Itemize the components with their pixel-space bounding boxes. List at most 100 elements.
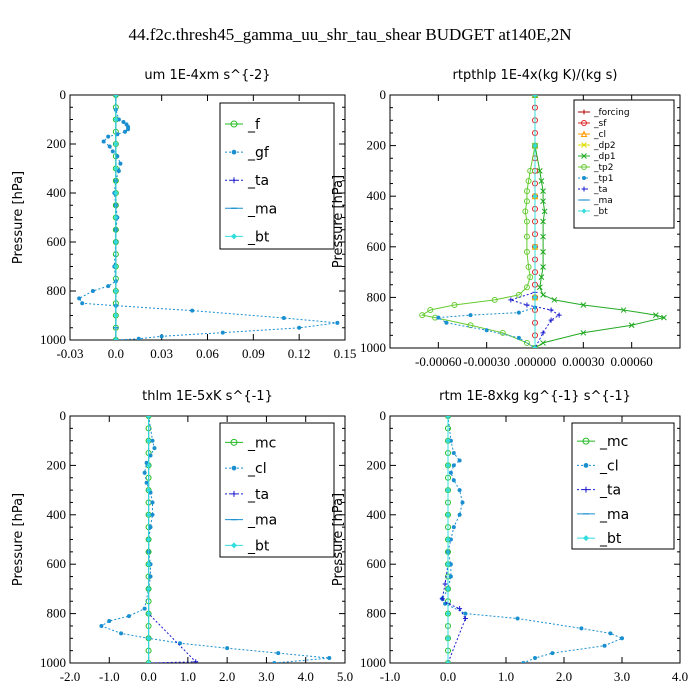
y-tick-label: 800 [367, 606, 387, 621]
data-point [123, 129, 127, 134]
data-point [451, 463, 456, 468]
legend-box [573, 99, 675, 229]
data-point [146, 611, 152, 617]
data-point [536, 168, 543, 174]
data-point [142, 470, 147, 475]
data-point [113, 337, 119, 340]
data-point [150, 500, 155, 505]
legend-marker [580, 130, 588, 137]
data-point [462, 616, 468, 622]
data-point [281, 315, 286, 320]
data-point [146, 537, 152, 542]
data-point [113, 313, 119, 318]
data-point [620, 307, 627, 313]
legend-label: _dp1 [593, 152, 616, 162]
x-tick-label: -1.0 [380, 669, 401, 684]
data-point [523, 198, 530, 205]
data-point [193, 659, 199, 663]
data-point [126, 614, 131, 619]
data-point [532, 193, 538, 199]
legend-marker [231, 490, 237, 497]
data-point [608, 631, 613, 636]
legend-marker [231, 149, 237, 155]
data-point [445, 487, 451, 493]
legend-label: _ta [599, 483, 621, 499]
x-tick-label: 1.0 [180, 669, 196, 684]
data-point [652, 312, 659, 318]
data-point [499, 329, 506, 336]
data-point [101, 139, 106, 144]
legend-label: _bt [593, 207, 608, 217]
y-tick-label: 1000 [360, 340, 386, 355]
legend-marker [581, 109, 587, 115]
x-tick-label: -0.00060 [415, 354, 462, 369]
legend-marker [230, 438, 238, 446]
x-tick-label: -1.0 [99, 669, 120, 684]
data-point [516, 335, 521, 340]
legend-label: _tp1 [593, 174, 613, 184]
data-point [436, 315, 441, 320]
data-point [532, 95, 538, 98]
data-point [113, 166, 119, 171]
y-tick-label: 0 [60, 87, 67, 102]
data-point [121, 119, 126, 124]
data-point [527, 274, 534, 281]
data-point [297, 325, 302, 330]
legend-label: _ta [593, 185, 608, 195]
x-tick-label: 2.0 [219, 669, 235, 684]
y-axis-label: Pressure [hPa] [331, 175, 346, 268]
data-point [548, 307, 554, 313]
data-point [77, 296, 82, 301]
x-tick-label: 0.15 [334, 346, 357, 361]
panel-rtpthlp: rtpthlp 1E-4x(kg K)/(kg s) Pressure [hPa]… [331, 68, 681, 369]
legend-label: _cl [593, 130, 606, 140]
x-tick-label: 0.00060 [611, 354, 653, 369]
data-point [146, 416, 152, 419]
data-point [146, 561, 152, 567]
data-point [523, 188, 530, 195]
legend-marker [231, 465, 237, 471]
x-tick-label: 3.0 [258, 669, 274, 684]
data-point [335, 320, 340, 325]
legend-label: _mc [247, 435, 276, 451]
data-point [80, 301, 85, 306]
legend-label: _bt [247, 229, 270, 245]
y-tick-label: 1000 [40, 655, 66, 670]
data-point [146, 660, 152, 663]
y-tick-label: 200 [367, 138, 387, 153]
legend-label: _ta [247, 173, 269, 189]
data-point [113, 190, 119, 196]
legend-label: _ma [599, 507, 629, 523]
data-point [146, 512, 152, 518]
legend-label: _ma [247, 513, 277, 529]
data-point [144, 480, 149, 485]
y-tick-label: 0 [380, 408, 387, 423]
data-point [445, 561, 451, 567]
y-axis-label: Pressure [hPa] [331, 493, 346, 586]
data-point [115, 132, 120, 137]
data-point [580, 302, 587, 308]
data-point [445, 635, 451, 641]
panel-title: um 1E-4xm s^{-2} [144, 68, 270, 83]
x-tick-label: 0.06 [196, 346, 219, 361]
x-tick-label: 0.0 [440, 669, 456, 684]
legend-label: _bt [247, 538, 270, 554]
data-point [107, 144, 112, 149]
data-point [448, 562, 453, 567]
data-point [225, 646, 230, 651]
legend-label: _forcing [593, 108, 630, 118]
y-axis-label: Pressure [hPa] [11, 493, 26, 586]
data-point [113, 95, 119, 98]
data-point [460, 500, 465, 505]
data-point [541, 208, 548, 215]
data-point [327, 656, 332, 661]
data-point [118, 161, 123, 166]
data-point [540, 292, 546, 298]
legend-label: _cl [599, 458, 619, 474]
y-tick-label: 200 [47, 457, 67, 472]
y-tick-label: 600 [367, 556, 387, 571]
panel-rtm: rtm 1E-8xkg kg^{-1} s^{-1} Pressure [hPa]… [331, 389, 688, 684]
data-point [146, 487, 152, 493]
data-point [444, 320, 449, 325]
page-title: 44.f2c.thresh45_gamma_uu_shr_tau_shear B… [128, 25, 571, 44]
